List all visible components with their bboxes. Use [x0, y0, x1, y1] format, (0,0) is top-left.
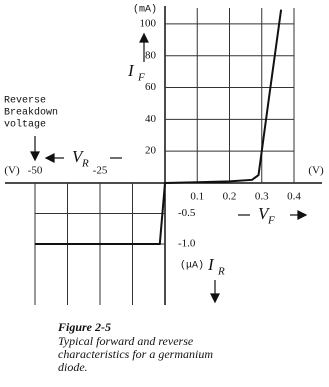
- axis-subscript: R: [217, 266, 225, 278]
- curve: [35, 182, 166, 245]
- annotation: voltage: [4, 119, 46, 131]
- y-tick-label: 100: [140, 17, 157, 29]
- y-tick-label: 20: [145, 145, 157, 157]
- axis-subscript: R: [81, 158, 89, 170]
- x-tick-label: 0.2: [223, 191, 237, 203]
- x-tick-label: -50: [28, 165, 43, 177]
- axis-symbol: I: [127, 61, 135, 80]
- caption-label: Figure 2-5: [57, 320, 111, 334]
- axis-subscript: F: [267, 215, 275, 227]
- y-tick-label: 40: [145, 113, 157, 125]
- axis-symbol: V: [72, 147, 85, 166]
- axis-subscript: F: [137, 72, 145, 84]
- unit-label: (V): [4, 165, 20, 177]
- x-tick-label: 0.1: [190, 191, 204, 203]
- annotation: Breakdown: [4, 107, 58, 119]
- y-tick-label: 80: [145, 49, 157, 61]
- curve: [164, 9, 283, 184]
- y-tick-label: 60: [145, 81, 157, 93]
- x-tick-label: -25: [93, 165, 108, 177]
- y-tick-label: -0.5: [178, 207, 196, 219]
- unit-label: (μA): [180, 260, 204, 272]
- axis-symbol: I: [207, 255, 215, 274]
- y-tick-label: -1.0: [178, 238, 196, 250]
- caption-line: Typical forward and reverse: [58, 334, 194, 348]
- x-tick-label: 0.4: [287, 191, 301, 203]
- axis-symbol: V: [258, 204, 271, 223]
- caption-line: diode.: [58, 360, 88, 374]
- x-tick-label: 0.3: [255, 191, 269, 203]
- arrows: [30, 32, 308, 304]
- unit-label: (mA): [133, 4, 157, 16]
- caption-line: characteristics for a germanium: [58, 347, 213, 361]
- annotation: Reverse: [4, 96, 46, 107]
- unit-label: (V): [308, 165, 324, 177]
